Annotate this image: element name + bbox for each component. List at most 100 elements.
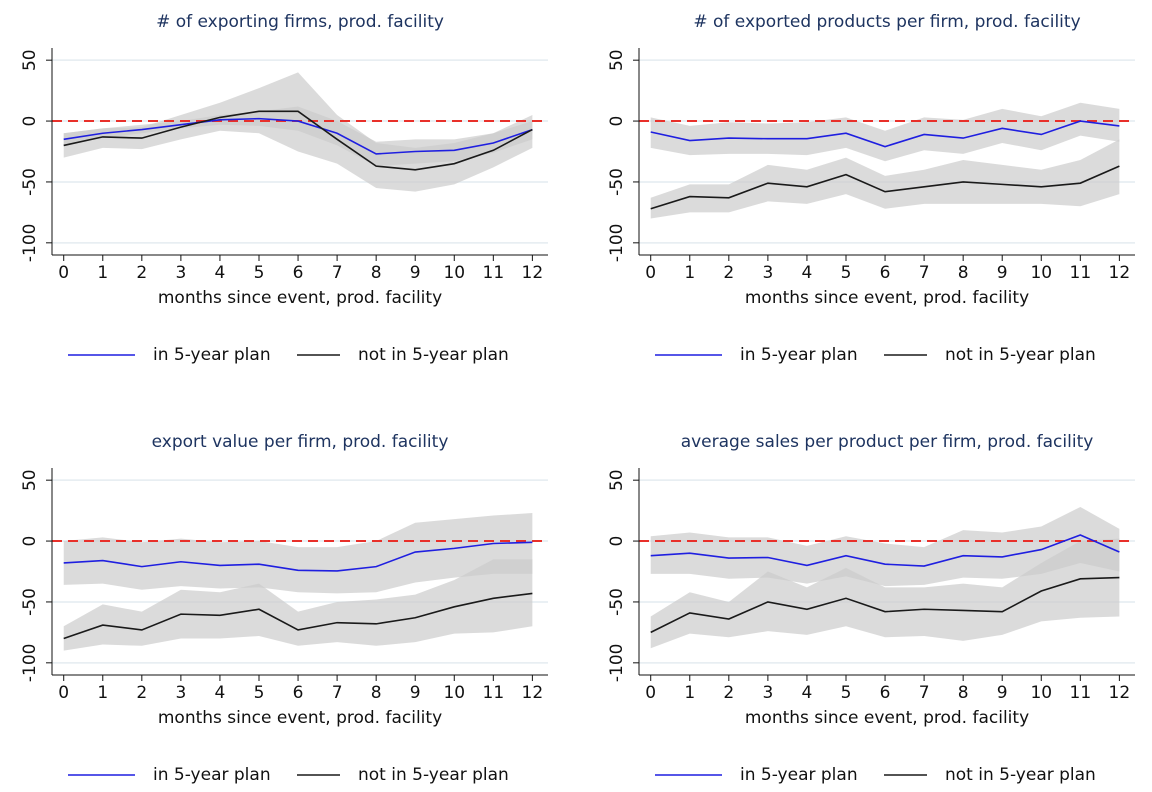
x-tick-label: 7 xyxy=(919,263,930,283)
x-tick-label: 4 xyxy=(802,263,813,283)
y-tick-label: 50 xyxy=(20,49,40,71)
x-tick-label: 10 xyxy=(1030,263,1052,283)
x-axis-label: months since event, prod. facility xyxy=(158,288,442,308)
x-tick-label: 2 xyxy=(136,263,147,283)
x-axis-label: months since event, prod. facility xyxy=(745,288,1029,308)
y-tick-label: -100 xyxy=(20,644,40,683)
x-tick-label: 2 xyxy=(723,263,734,283)
x-tick-label: 8 xyxy=(371,683,382,703)
x-axis-label: months since event, prod. facility xyxy=(158,708,442,728)
x-tick-label: 0 xyxy=(645,263,656,283)
confidence-band xyxy=(650,102,1120,162)
series-line xyxy=(63,110,533,171)
x-tick-label: 6 xyxy=(293,683,304,703)
series-line xyxy=(650,165,1120,210)
x-tick-label: 8 xyxy=(371,263,382,283)
x-tick-label: 5 xyxy=(254,263,265,283)
x-tick-label: 1 xyxy=(97,683,108,703)
x-tick-label: 8 xyxy=(958,683,969,703)
confidence-band xyxy=(63,513,533,594)
x-tick-label: 6 xyxy=(880,263,891,283)
x-axis-label: months since event, prod. facility xyxy=(745,708,1029,728)
panel-title: average sales per product per firm, prod… xyxy=(681,432,1094,452)
x-tick-label: 1 xyxy=(97,263,108,283)
y-tick-label: -100 xyxy=(607,224,627,263)
x-tick-label: 0 xyxy=(645,683,656,703)
legend-label: not in 5-year plan xyxy=(945,345,1096,365)
x-tick-label: 1 xyxy=(684,263,695,283)
y-tick-label: -50 xyxy=(20,168,40,196)
x-tick-label: 12 xyxy=(1109,683,1131,703)
x-tick-label: 4 xyxy=(802,683,813,703)
y-tick-label: -50 xyxy=(607,588,627,616)
x-tick-label: 1 xyxy=(684,683,695,703)
x-tick-label: 7 xyxy=(919,683,930,703)
x-tick-label: 6 xyxy=(293,263,304,283)
confidence-band xyxy=(650,506,1120,587)
series-line xyxy=(650,534,1120,567)
x-tick-label: 7 xyxy=(332,263,343,283)
x-tick-label: 3 xyxy=(175,263,186,283)
x-tick-label: 5 xyxy=(254,683,265,703)
x-tick-label: 11 xyxy=(483,263,505,283)
legend-label: not in 5-year plan xyxy=(358,765,509,785)
x-tick-label: 8 xyxy=(958,263,969,283)
panel: # of exported products per firm, prod. f… xyxy=(607,12,1135,365)
x-tick-label: 4 xyxy=(215,683,226,703)
series-line xyxy=(63,592,533,640)
confidence-band xyxy=(63,72,533,192)
panel-title: export value per firm, prod. facility xyxy=(152,432,449,452)
panel: export value per firm, prod. facility -10… xyxy=(20,432,548,785)
legend-label: in 5-year plan xyxy=(153,765,271,785)
legend-label: in 5-year plan xyxy=(740,765,858,785)
y-tick-label: -100 xyxy=(20,224,40,263)
series-line xyxy=(650,576,1120,634)
x-tick-label: 10 xyxy=(443,683,465,703)
y-tick-label: -50 xyxy=(20,588,40,616)
panel-title: # of exported products per firm, prod. f… xyxy=(693,12,1080,32)
x-tick-label: 11 xyxy=(1070,683,1092,703)
y-tick-label: 0 xyxy=(607,536,627,547)
legend-label: in 5-year plan xyxy=(153,345,271,365)
y-tick-label: 0 xyxy=(20,116,40,127)
x-tick-label: 2 xyxy=(136,683,147,703)
series-line xyxy=(63,117,533,155)
x-tick-label: 9 xyxy=(410,683,421,703)
x-tick-label: 6 xyxy=(880,683,891,703)
panel: # of exporting firms, prod. facility -100… xyxy=(20,12,548,365)
x-tick-label: 4 xyxy=(215,263,226,283)
x-tick-label: 5 xyxy=(841,683,852,703)
x-tick-label: 3 xyxy=(762,683,773,703)
y-tick-label: 50 xyxy=(607,469,627,491)
panel: average sales per product per firm, prod… xyxy=(607,432,1135,785)
x-tick-label: 9 xyxy=(410,263,421,283)
x-tick-label: 5 xyxy=(841,263,852,283)
x-tick-label: 11 xyxy=(1070,263,1092,283)
confidence-band xyxy=(650,139,1120,219)
x-tick-label: 0 xyxy=(58,263,69,283)
y-tick-label: 50 xyxy=(607,49,627,71)
y-tick-label: 0 xyxy=(607,116,627,127)
x-tick-label: 2 xyxy=(723,683,734,703)
x-tick-label: 3 xyxy=(762,263,773,283)
x-tick-label: 9 xyxy=(997,683,1008,703)
x-tick-label: 12 xyxy=(522,683,544,703)
confidence-band xyxy=(63,559,533,651)
x-tick-label: 12 xyxy=(522,263,544,283)
x-tick-label: 3 xyxy=(175,683,186,703)
series-line xyxy=(650,120,1120,148)
confidence-band xyxy=(650,538,1120,649)
series-line xyxy=(63,541,533,572)
y-tick-label: 50 xyxy=(20,469,40,491)
legend-label: not in 5-year plan xyxy=(945,765,1096,785)
x-tick-label: 10 xyxy=(1030,683,1052,703)
y-tick-label: -100 xyxy=(607,644,627,683)
x-tick-label: 11 xyxy=(483,683,505,703)
panel-title: # of exporting firms, prod. facility xyxy=(156,12,444,32)
legend-label: in 5-year plan xyxy=(740,345,858,365)
x-tick-label: 9 xyxy=(997,263,1008,283)
x-tick-label: 7 xyxy=(332,683,343,703)
x-tick-label: 0 xyxy=(58,683,69,703)
